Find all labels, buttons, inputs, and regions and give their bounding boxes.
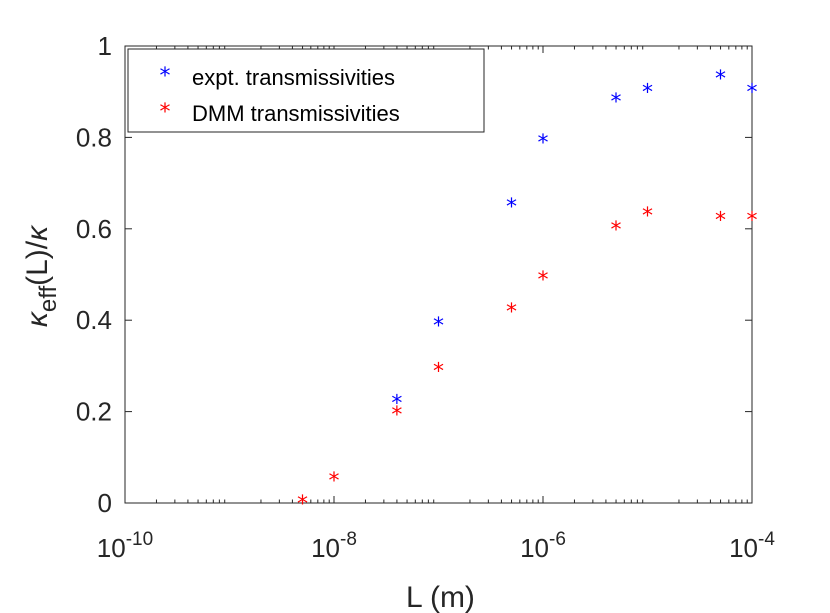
y-axis-label: κeff(L)/κ — [21, 224, 62, 327]
legend-box — [127, 48, 485, 133]
data-point: * — [506, 195, 517, 220]
tick-labels: 10-10 10-8 10-6 10-4 0 0.2 0.4 0.6 0.8 1 — [76, 31, 775, 563]
x-tick-label: 10-4 — [729, 529, 775, 563]
y-tick-label: 0.8 — [76, 122, 112, 152]
x-tick-label: 10-10 — [97, 529, 153, 563]
data-point: * — [642, 81, 653, 106]
data-point: * — [329, 469, 340, 494]
data-point: * — [747, 209, 758, 234]
x-axis-label: L (m) — [406, 581, 475, 613]
data-point: * — [538, 268, 549, 293]
data-point: * — [611, 90, 622, 115]
legend-marker: * — [160, 64, 171, 89]
data-point: * — [538, 131, 549, 156]
y-tick-label: 0.4 — [76, 305, 112, 335]
data-point: * — [433, 359, 444, 384]
y-tick-label: 0.6 — [76, 214, 112, 244]
data-points: ***** *********** * * — [297, 67, 757, 517]
data-point: * — [433, 314, 444, 339]
major-ticks — [124, 45, 753, 504]
legend-label: DMM transmissivities — [192, 101, 400, 126]
data-point: * — [391, 403, 402, 428]
y-axis-label-text: κeff(L)/κ — [21, 224, 62, 327]
data-point: * — [611, 218, 622, 243]
data-point: * — [297, 492, 308, 517]
data-point: * — [506, 300, 517, 325]
legend: * expt. transmissivities * DMM transmissivi… — [127, 48, 485, 133]
x-tick-label: 10-8 — [311, 529, 357, 563]
data-point: * — [391, 391, 402, 416]
data-point: * — [715, 209, 726, 234]
x-tick-label: 10-6 — [520, 529, 566, 563]
legend-marker: * — [160, 100, 171, 125]
y-tick-label: 1 — [98, 31, 112, 61]
legend-label: expt. transmissivities — [192, 65, 395, 90]
data-point: * — [642, 204, 653, 229]
data-point: * — [715, 67, 726, 92]
minor-ticks — [155, 46, 748, 503]
data-point: * — [747, 81, 758, 106]
y-tick-label: 0.2 — [76, 397, 112, 427]
y-tick-label: 0 — [98, 488, 112, 518]
